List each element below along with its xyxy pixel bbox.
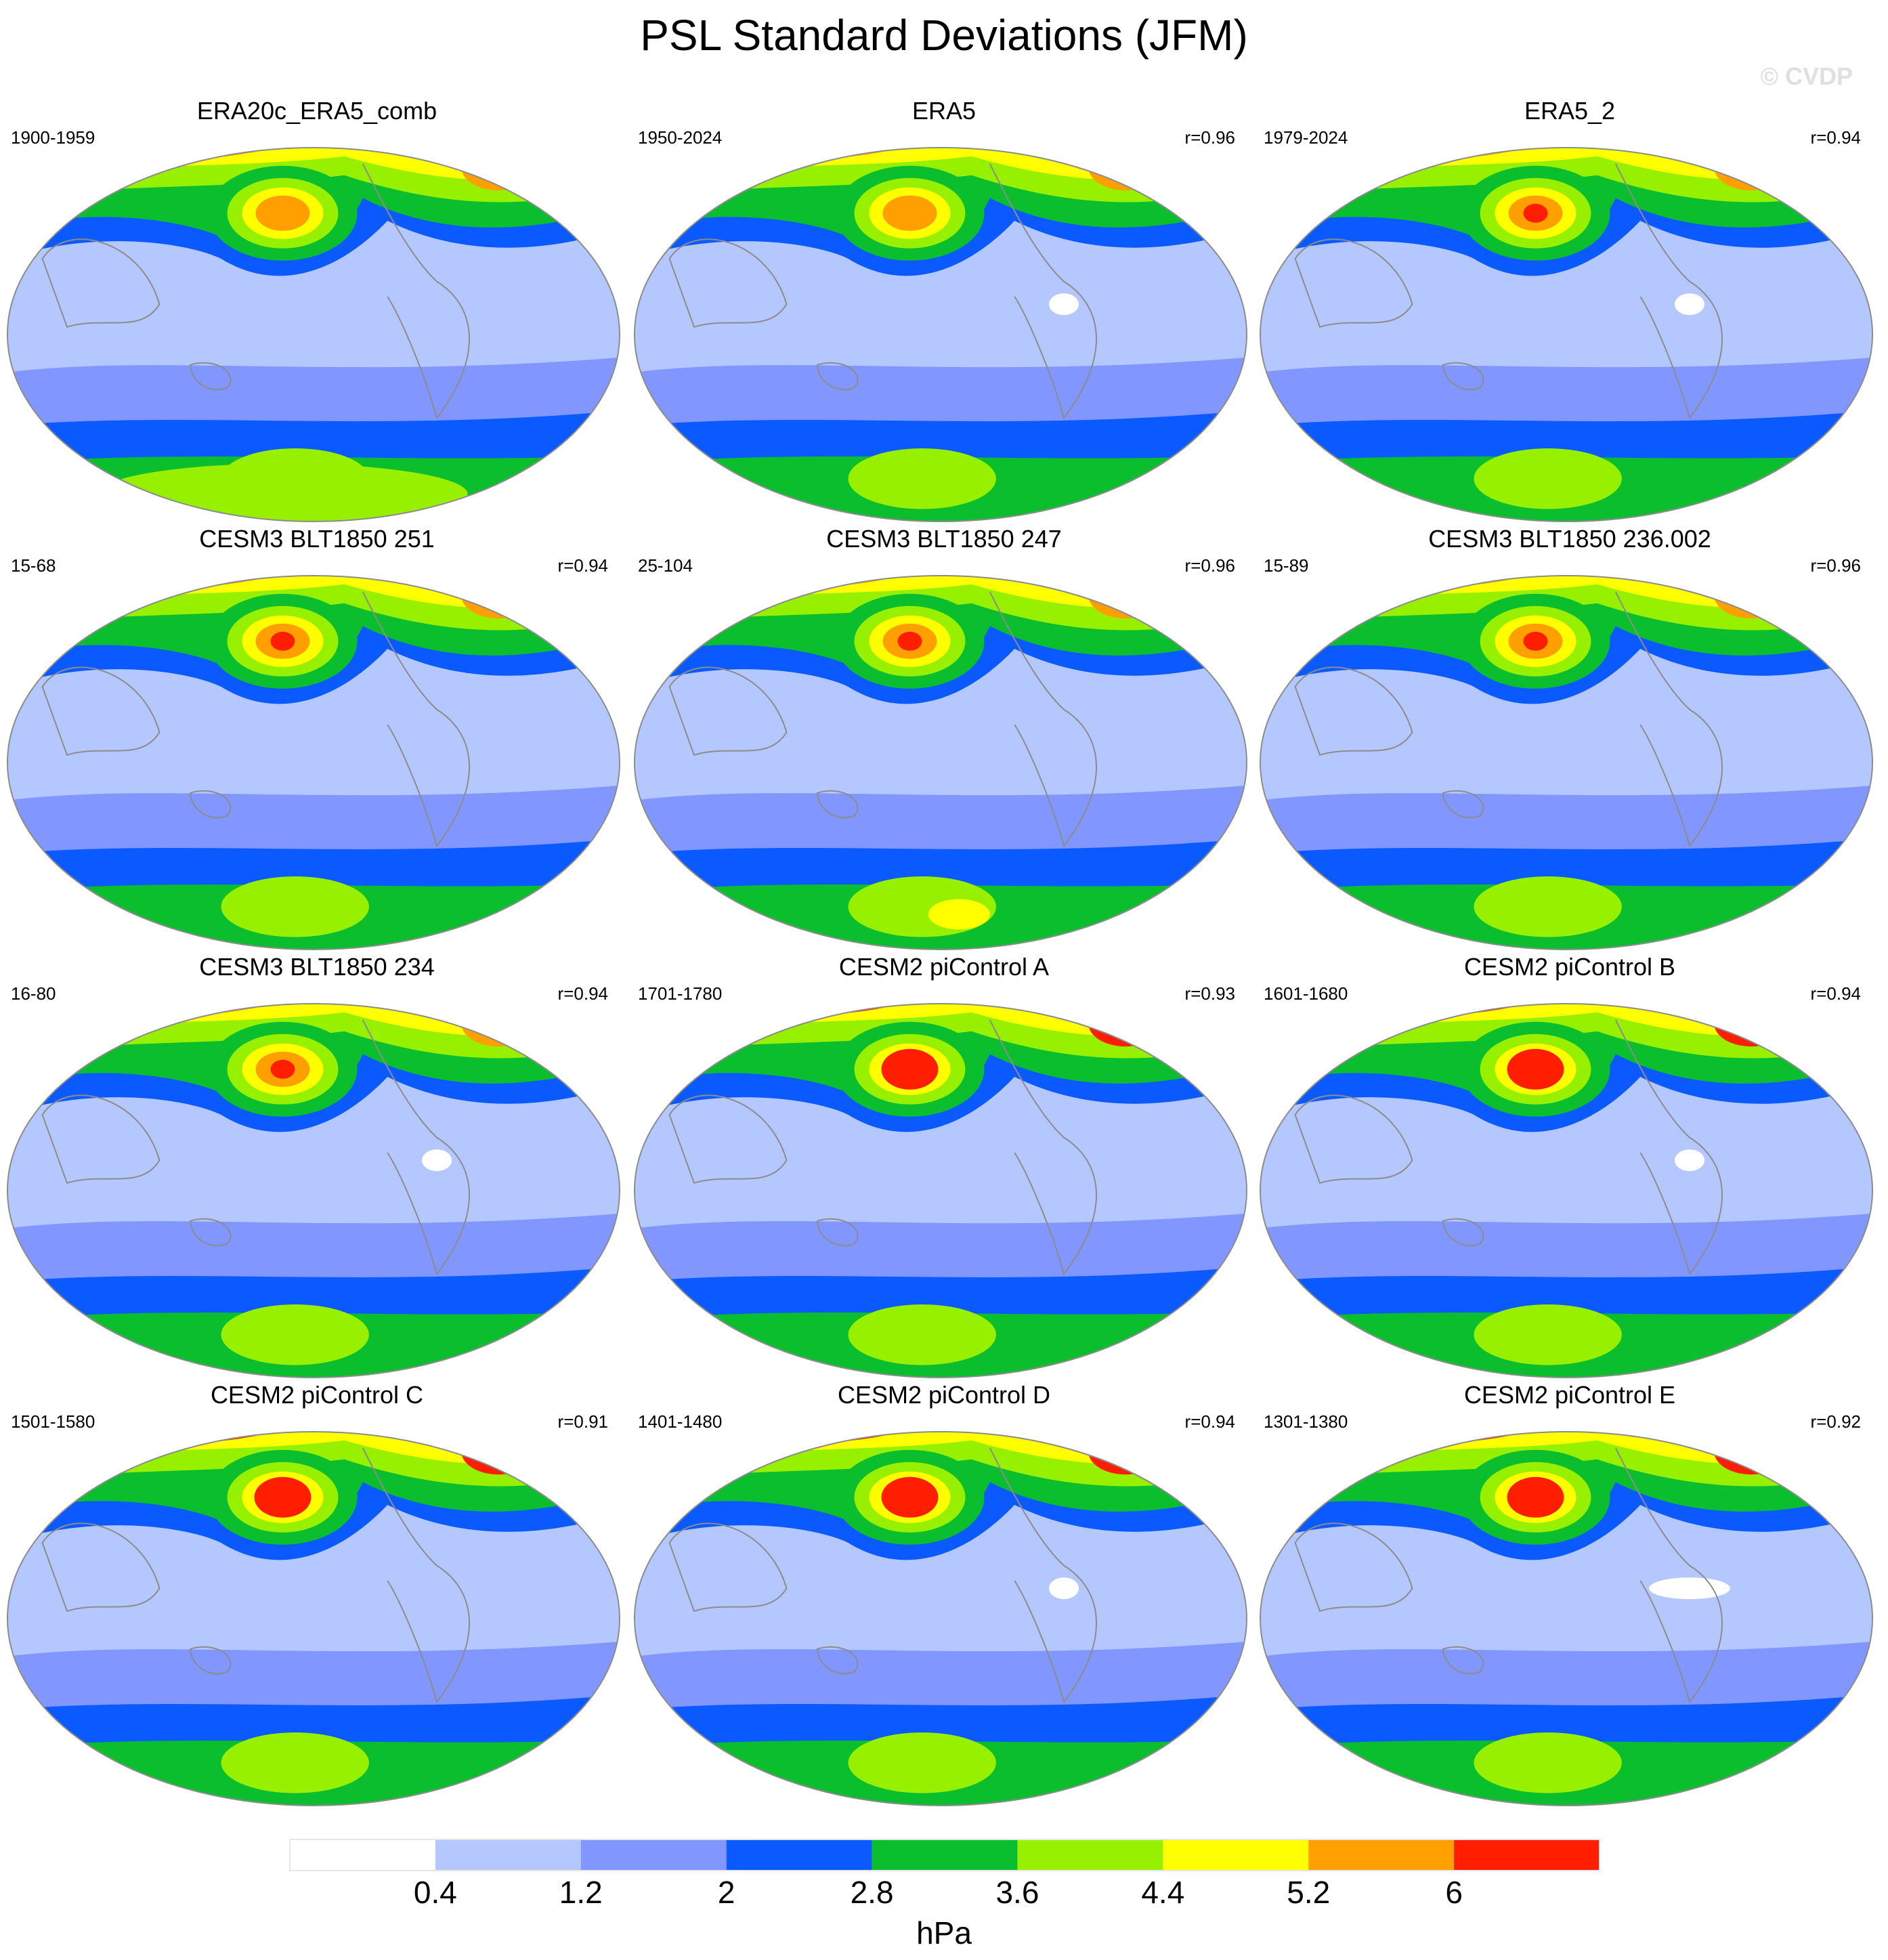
- panel-title: CESM2 piControl C: [210, 1381, 424, 1409]
- panel-correlation: r=0.96: [1184, 555, 1235, 576]
- colorbar-swatch: [580, 1839, 727, 1871]
- page-title: PSL Standard Deviations (JFM): [640, 11, 1248, 60]
- colorbar-unit-label: hPa: [916, 1915, 972, 1951]
- panel-years: 1900-1959: [11, 127, 95, 148]
- map-panel: CESM3 BLT1850 251 15-68 r=0.94: [5, 524, 628, 951]
- psl-std-map: [7, 147, 620, 522]
- psl-std-map: [634, 575, 1247, 950]
- panel-title: CESM2 piControl E: [1463, 1381, 1676, 1409]
- colorbar-swatch: [435, 1839, 581, 1871]
- panel-title: ERA5_2: [1524, 97, 1616, 125]
- panel-years: 1979-2024: [1264, 127, 1348, 148]
- panel-correlation: r=0.94: [1810, 127, 1861, 148]
- colorbar-swatch: [1163, 1839, 1309, 1871]
- panel-years: 1950-2024: [638, 127, 723, 148]
- panel-title: CESM2 piControl A: [838, 953, 1050, 981]
- panel-correlation: r=0.94: [557, 983, 608, 1004]
- panel-title: CESM3 BLT1850 247: [826, 525, 1062, 553]
- map-panel: CESM3 BLT1850 234 16-80 r=0.94: [5, 952, 628, 1379]
- colorbar-swatch: [726, 1839, 872, 1871]
- colorbar-tick-label: 2: [718, 1875, 735, 1910]
- panel-title: CESM3 BLT1850 234: [199, 953, 435, 981]
- psl-std-map: [1260, 1003, 1873, 1378]
- map-panel: CESM2 piControl E 1301-1380 r=0.92: [1258, 1380, 1881, 1807]
- panel-correlation: r=0.93: [1184, 983, 1235, 1004]
- colorbar-tick-label: 6: [1445, 1875, 1463, 1910]
- panel-years: 25-104: [638, 555, 693, 576]
- map-panel: CESM2 piControl B 1601-1680 r=0.94: [1258, 952, 1881, 1379]
- panel-correlation: r=0.94: [1810, 983, 1861, 1004]
- panel-title: ERA5: [911, 97, 977, 125]
- colorbar-swatch: [1308, 1839, 1455, 1871]
- colorbar-tick-label: 0.4: [414, 1875, 457, 1910]
- panel-years: 1601-1680: [1264, 983, 1348, 1004]
- colorbar-tick-label: 1.2: [559, 1875, 603, 1910]
- map-panel: CESM2 piControl A 1701-1780 r=0.93: [632, 952, 1256, 1379]
- colorbar-tick-label: 5.2: [1287, 1875, 1330, 1910]
- psl-std-map: [634, 1003, 1247, 1378]
- panel-title: CESM3 BLT1850 251: [199, 525, 435, 553]
- map-panel: ERA5_2 1979-2024 r=0.94: [1258, 96, 1881, 523]
- psl-std-map: [1260, 1431, 1873, 1806]
- colorbar-tick-label: 2.8: [851, 1875, 894, 1910]
- panel-title: CESM2 piControl D: [837, 1381, 1051, 1409]
- colorbar-swatch: [1017, 1839, 1163, 1871]
- panel-years: 1501-1580: [11, 1411, 95, 1432]
- colorbar-tick-label: 4.4: [1141, 1875, 1184, 1910]
- panel-correlation: r=0.94: [557, 555, 608, 576]
- psl-std-map: [7, 1003, 620, 1378]
- panel-years: 1701-1780: [638, 983, 723, 1004]
- colorbar-swatch: [290, 1839, 435, 1871]
- psl-std-map: [634, 147, 1247, 522]
- map-panel: ERA20c_ERA5_comb 1900-1959: [5, 96, 628, 523]
- map-panel: ERA5 1950-2024 r=0.96: [632, 96, 1256, 523]
- psl-std-map: [7, 1431, 620, 1806]
- map-panel: CESM2 piControl D 1401-1480 r=0.94: [632, 1380, 1256, 1807]
- colorbar-swatch: [1454, 1839, 1600, 1871]
- psl-std-map: [1260, 147, 1873, 522]
- panel-title: ERA20c_ERA5_comb: [196, 97, 437, 125]
- map-panel: CESM2 piControl C 1501-1580 r=0.91: [5, 1380, 628, 1807]
- psl-std-map: [7, 575, 620, 950]
- panel-years: 1301-1380: [1264, 1411, 1348, 1432]
- panel-correlation: r=0.94: [1184, 1411, 1235, 1432]
- cvdp-watermark: © CVDP: [1760, 62, 1853, 90]
- panel-correlation: r=0.92: [1810, 1411, 1861, 1432]
- psl-std-map: [634, 1431, 1247, 1806]
- panel-correlation: r=0.91: [557, 1411, 608, 1432]
- panel-years: 15-68: [11, 555, 56, 576]
- map-panel: CESM3 BLT1850 236.002 15-89 r=0.96: [1258, 524, 1881, 951]
- colorbar-tick-label: 3.6: [995, 1875, 1039, 1910]
- panel-correlation: r=0.96: [1184, 127, 1235, 148]
- panel-correlation: r=0.96: [1810, 555, 1861, 576]
- panel-title: CESM3 BLT1850 236.002: [1428, 525, 1711, 553]
- panel-years: 16-80: [11, 983, 56, 1004]
- map-panel: CESM3 BLT1850 247 25-104 r=0.96: [632, 524, 1256, 951]
- panel-title: CESM2 piControl B: [1463, 953, 1676, 981]
- colorbar-swatch: [872, 1839, 1018, 1871]
- psl-std-map: [1260, 575, 1873, 950]
- panel-years: 15-89: [1264, 555, 1309, 576]
- panel-years: 1401-1480: [638, 1411, 723, 1432]
